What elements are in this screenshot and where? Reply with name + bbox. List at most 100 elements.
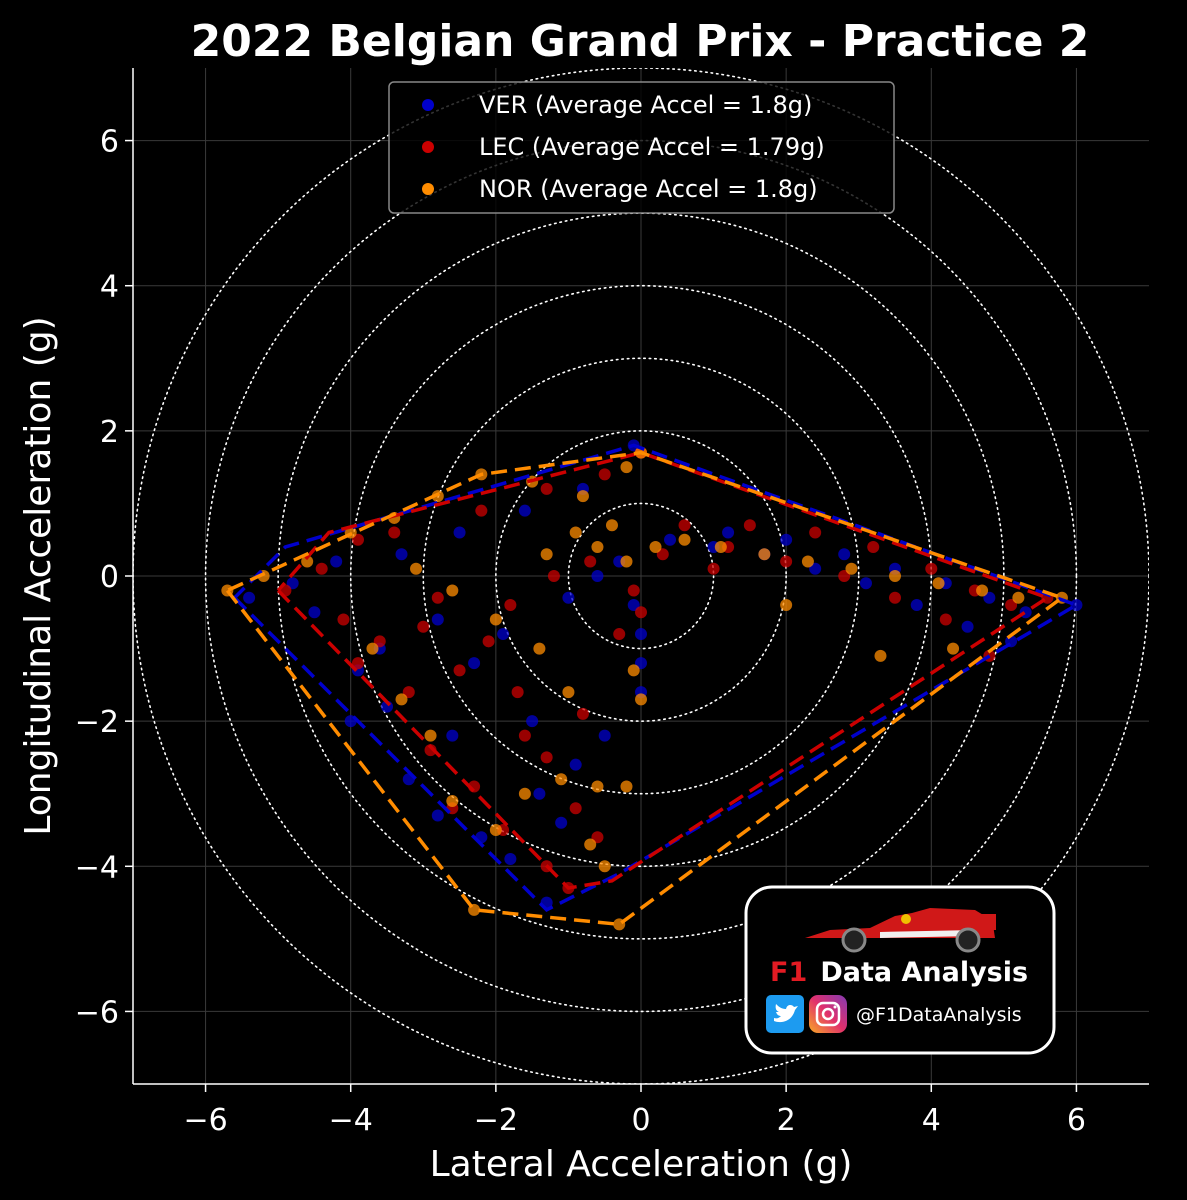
data-point [983,591,996,604]
data-point [518,729,531,742]
twitter-icon [766,995,804,1033]
legend-label: LEC (Average Accel = 1.79g) [479,133,825,161]
data-point [446,584,459,597]
data-point [315,562,328,575]
data-point [533,787,546,800]
data-point [889,591,901,604]
data-point [678,533,691,546]
legend-box [388,81,895,214]
data-point [1005,599,1018,612]
data-point [526,715,539,728]
data-point [925,562,938,575]
data-point [489,613,502,626]
data-point [286,577,299,590]
data-point [562,686,575,699]
data-point [518,504,531,517]
data-point [678,519,691,532]
data-point [497,628,510,641]
instagram-icon [809,995,847,1033]
data-point [453,664,466,677]
data-point [482,635,495,648]
legend-marker [422,183,434,195]
data-point [395,693,408,706]
legend-marker [422,99,434,111]
data-point [533,642,546,655]
data-point [511,686,524,699]
data-point [809,562,822,575]
x-tick-label: 2 [777,1103,796,1138]
f1-data-analysis-logo: F1 Data Analysis @F1DataAnalysis [744,885,1056,1055]
data-point [330,555,343,568]
data-point [620,461,633,474]
legend-label: NOR (Average Accel = 1.8g) [479,175,818,203]
reference-circle [349,284,933,868]
reference-circle [495,430,787,722]
data-point [635,628,647,641]
data-point [620,555,633,568]
data-point [555,816,568,829]
data-point [910,599,923,612]
data-point [714,540,727,553]
logo-handle: @F1DataAnalysis [856,1004,1022,1026]
data-point [780,533,793,546]
data-point [453,526,466,539]
data-point [961,620,974,633]
hull-outline [225,450,1066,927]
y-tick-label: 0 [100,560,119,595]
data-point [518,787,531,800]
data-point [351,533,364,546]
data-point [475,504,488,517]
data-point [243,591,256,604]
data-point [620,780,633,793]
data-point [649,540,662,553]
y-tick-label: −2 [75,705,119,740]
data-point [351,657,364,670]
data-point [627,584,640,597]
data-point [801,555,814,568]
data-point [569,802,582,815]
series-group [221,446,1068,931]
data-point [504,853,517,866]
race-car-icon [805,908,996,953]
legend-marker [422,141,434,153]
x-tick-label: −4 [329,1103,373,1138]
data-point [859,577,872,590]
data-point [809,526,822,539]
data-point [867,540,880,553]
y-ticks: 6 4 2 0 −2 −4 −6 [75,125,133,1030]
data-point [598,860,611,873]
hull-outline [276,450,1052,890]
data-point [635,606,647,619]
data-point [366,642,379,655]
data-point [540,482,553,495]
data-point [722,526,735,539]
y-axis-label: Longitudinal Acceleration (g) [18,316,59,835]
data-point [395,548,408,561]
data-point [504,599,517,612]
data-point [947,642,960,655]
data-point [976,584,989,597]
data-point [780,555,793,568]
data-point [446,794,459,807]
data-point [591,831,604,844]
data-point [591,570,604,582]
data-point [424,729,437,742]
data-point [1070,599,1083,612]
data-point [656,548,669,561]
data-point [388,526,401,539]
x-axis-label: Lateral Acceleration (g) [430,1144,853,1185]
y-tick-label: −6 [75,995,119,1030]
logo-title-text: Data Analysis [820,957,1028,988]
reference-circle [567,502,715,650]
logo-title: F1 Data Analysis [770,957,1028,988]
data-point [410,562,423,575]
data-point [431,809,444,822]
data-point [584,555,597,568]
legend-label: VER (Average Accel = 1.8g) [479,91,812,119]
data-point [576,490,589,503]
data-point [780,599,793,612]
data-point [402,686,415,699]
data-point [569,526,582,539]
data-point [431,591,444,604]
data-point [838,570,851,582]
